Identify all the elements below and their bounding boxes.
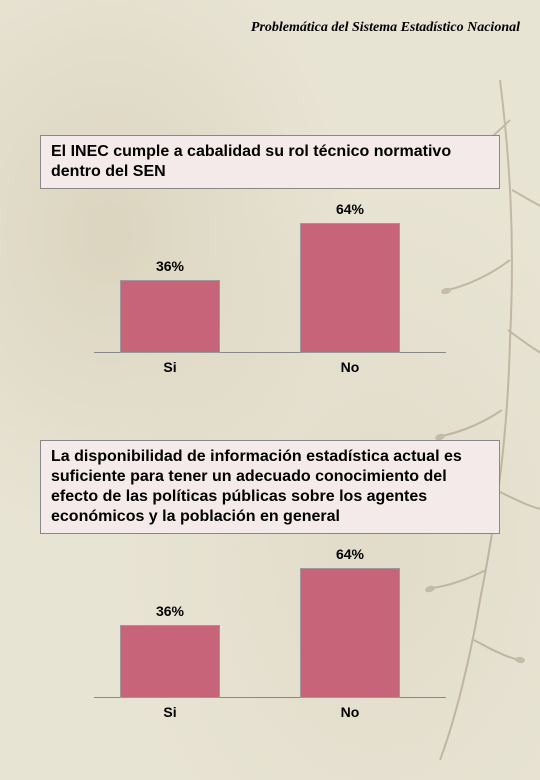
caption-box-2: La disponibilidad de información estadís… <box>40 440 500 534</box>
value-label-si: 36% <box>120 258 220 274</box>
category-label-si: Si <box>120 704 220 720</box>
category-label-si: Si <box>120 359 220 375</box>
bar-chart-2: 36% Si 64% No <box>40 556 500 726</box>
section-2: La disponibilidad de información estadís… <box>40 440 500 726</box>
value-label-si: 36% <box>120 603 220 619</box>
bar-no <box>300 223 400 353</box>
caption-box-1: El INEC cumple a cabalidad su rol técnic… <box>40 135 500 189</box>
bar-no <box>300 568 400 698</box>
bar-chart-1: 36% Si 64% No <box>40 211 500 381</box>
section-1: El INEC cumple a cabalidad su rol técnic… <box>40 135 500 381</box>
bar-si <box>120 280 220 353</box>
category-label-no: No <box>300 359 400 375</box>
category-label-no: No <box>300 704 400 720</box>
bar-si <box>120 625 220 698</box>
value-label-no: 64% <box>300 201 400 217</box>
page-title: Problemática del Sistema Estadístico Nac… <box>251 20 520 36</box>
value-label-no: 64% <box>300 546 400 562</box>
